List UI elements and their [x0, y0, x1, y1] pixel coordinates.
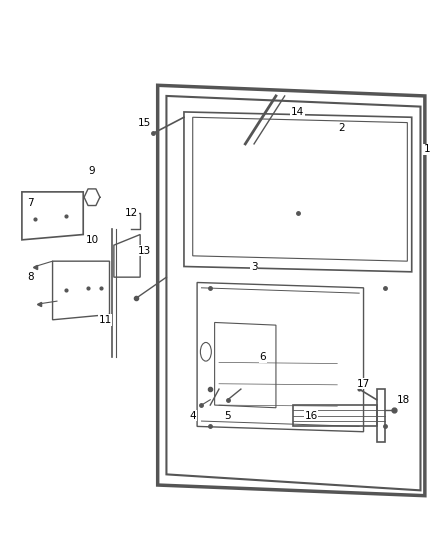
Text: 1: 1 [424, 144, 431, 154]
Text: 14: 14 [291, 107, 304, 117]
Text: 6: 6 [259, 352, 266, 362]
Text: 13: 13 [138, 246, 151, 255]
Text: 18: 18 [396, 395, 410, 405]
Text: 8: 8 [27, 272, 34, 282]
Text: 15: 15 [138, 118, 151, 127]
Text: 9: 9 [88, 166, 95, 175]
Text: 7: 7 [27, 198, 34, 207]
Text: 17: 17 [357, 379, 370, 389]
Text: 12: 12 [125, 208, 138, 218]
Text: 16: 16 [304, 411, 318, 421]
Text: 5: 5 [224, 411, 231, 421]
Text: 3: 3 [251, 262, 258, 271]
Text: 2: 2 [338, 123, 345, 133]
Text: 10: 10 [85, 235, 99, 245]
Text: 4: 4 [189, 411, 196, 421]
Text: 11: 11 [99, 315, 112, 325]
